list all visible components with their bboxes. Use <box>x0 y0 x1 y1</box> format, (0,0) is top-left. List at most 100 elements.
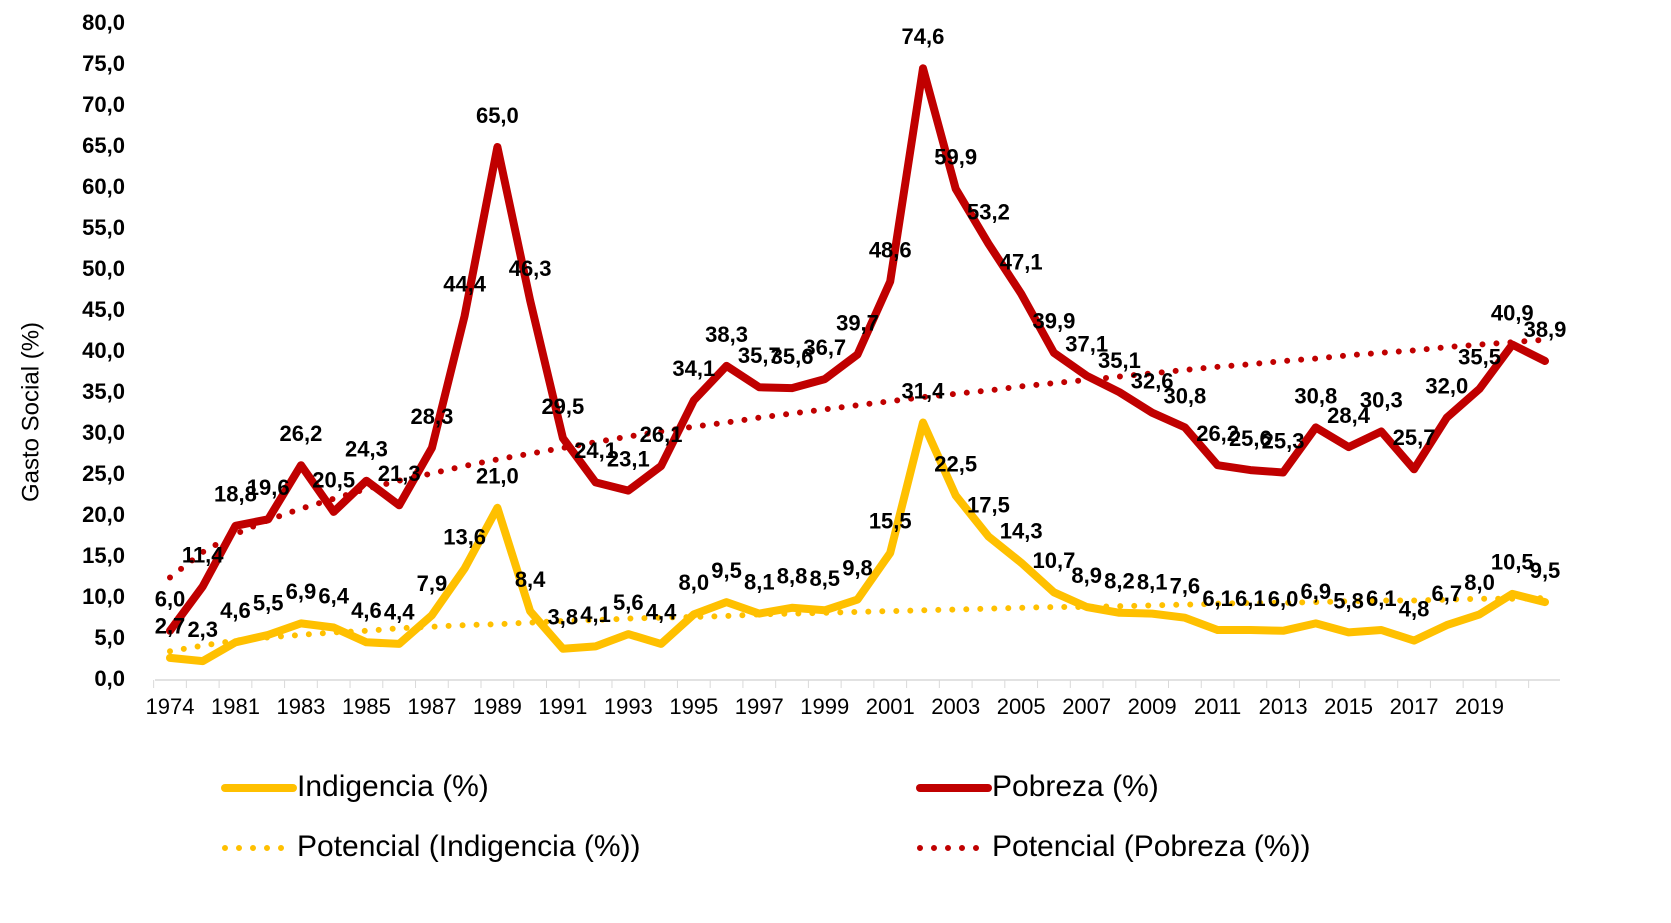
data-label: 36,7 <box>803 335 846 360</box>
y-tick-label: 35,0 <box>82 379 125 404</box>
data-label: 25,7 <box>1393 425 1436 450</box>
data-label: 8,1 <box>1137 569 1168 594</box>
y-axis-label: Gasto Social (%) <box>17 322 44 502</box>
y-tick-label: 15,0 <box>82 543 125 568</box>
y-tick-label: 25,0 <box>82 461 125 486</box>
data-label: 4,6 <box>220 598 251 623</box>
data-label: 44,4 <box>443 272 487 297</box>
data-label: 31,4 <box>902 378 946 403</box>
data-label: 4,8 <box>1399 596 1430 621</box>
series-line <box>166 64 1549 635</box>
data-label: 5,5 <box>253 591 284 616</box>
x-tick-label: 1987 <box>407 694 456 719</box>
data-label: 26,2 <box>1196 421 1239 446</box>
data-label: 3,8 <box>548 605 579 630</box>
data-label: 20,5 <box>312 468 355 493</box>
data-label: 9,5 <box>711 558 742 583</box>
legend-label: Potencial (Indigencia (%)) <box>297 830 641 863</box>
x-tick-label: 1991 <box>538 694 587 719</box>
data-label: 39,9 <box>1033 309 1076 334</box>
data-label: 14,3 <box>1000 519 1043 544</box>
y-tick-label: 50,0 <box>82 256 125 281</box>
data-label: 8,4 <box>515 567 546 592</box>
data-label: 6,0 <box>155 587 186 612</box>
data-label: 8,1 <box>744 569 775 594</box>
x-tick-label: 2011 <box>1194 694 1241 719</box>
data-label: 5,6 <box>613 590 644 615</box>
data-label: 38,3 <box>705 322 748 347</box>
data-label: 37,1 <box>1065 332 1108 357</box>
x-tick-label: 2017 <box>1390 694 1439 719</box>
data-label: 53,2 <box>967 200 1010 225</box>
x-tick-label: 2007 <box>1062 694 1111 719</box>
data-label: 8,5 <box>809 566 840 591</box>
data-label: 30,3 <box>1360 387 1403 412</box>
data-label: 35,6 <box>771 344 814 369</box>
y-tick-label: 60,0 <box>82 174 125 199</box>
legend-label: Potencial (Pobreza (%)) <box>992 830 1310 863</box>
x-tick-label: 1974 <box>146 694 195 719</box>
data-label: 74,6 <box>902 24 945 49</box>
data-label: 5,8 <box>1333 588 1364 613</box>
x-tick-label: 2013 <box>1259 694 1308 719</box>
data-label: 26,2 <box>280 421 323 446</box>
data-label: 29,5 <box>541 394 584 419</box>
x-tick-label: 2003 <box>931 694 980 719</box>
y-tick-label: 55,0 <box>82 215 125 240</box>
legend-label: Indigencia (%) <box>297 770 489 803</box>
data-label: 47,1 <box>1000 250 1043 275</box>
data-label: 4,6 <box>351 598 382 623</box>
data-label: 15,5 <box>869 509 912 534</box>
data-label: 4,1 <box>580 602 611 627</box>
x-tick-label: 2005 <box>997 694 1046 719</box>
data-label: 32,0 <box>1425 373 1468 398</box>
data-label: 35,5 <box>1458 345 1501 370</box>
data-label: 2,7 <box>155 614 186 639</box>
y-tick-label: 45,0 <box>82 297 125 322</box>
data-label: 10,7 <box>1033 548 1076 573</box>
x-tick-label: 1981 <box>211 694 260 719</box>
data-label: 24,1 <box>574 438 617 463</box>
x-tick-label: 2015 <box>1324 694 1373 719</box>
data-label: 8,9 <box>1071 563 1102 588</box>
y-tick-label: 80,0 <box>82 10 125 35</box>
x-tick-label: 1993 <box>604 694 653 719</box>
data-label: 9,5 <box>1530 558 1561 583</box>
data-label: 6,1 <box>1366 586 1397 611</box>
y-tick-label: 30,0 <box>82 420 125 445</box>
data-label: 6,7 <box>1431 581 1462 606</box>
data-label: 9,8 <box>842 555 873 580</box>
data-label: 21,0 <box>476 464 519 489</box>
data-label: 35,1 <box>1098 348 1141 373</box>
data-label: 4,4 <box>646 600 677 625</box>
data-label: 39,7 <box>836 310 879 335</box>
y-tick-label: 20,0 <box>82 502 125 527</box>
data-label: 6,4 <box>318 583 349 608</box>
data-label: 40,9 <box>1491 300 1534 325</box>
y-tick-label: 5,0 <box>94 625 125 650</box>
x-tick-label: 1995 <box>669 694 718 719</box>
y-tick-label: 75,0 <box>82 51 125 76</box>
data-label: 18,8 <box>214 482 257 507</box>
data-label: 6,9 <box>286 579 317 604</box>
data-label: 7,9 <box>417 571 448 596</box>
x-tick-label: 2019 <box>1455 694 1504 719</box>
data-label: 22,5 <box>934 451 977 476</box>
data-label: 24,3 <box>345 437 388 462</box>
trend-line <box>167 595 1548 655</box>
data-label: 21,3 <box>378 461 421 486</box>
data-label: 13,6 <box>443 524 486 549</box>
data-label: 6,1 <box>1235 586 1266 611</box>
data-label: 6,0 <box>1268 587 1299 612</box>
data-label: 28,3 <box>410 404 453 429</box>
y-tick-label: 40,0 <box>82 338 125 363</box>
data-label: 6,9 <box>1301 579 1332 604</box>
data-label: 46,3 <box>509 256 552 281</box>
data-label: 23,1 <box>607 446 650 471</box>
data-label: 7,6 <box>1170 573 1201 598</box>
trend-line <box>167 336 1548 581</box>
data-label: 17,5 <box>967 492 1010 517</box>
data-label: 4,4 <box>384 600 415 625</box>
data-label: 8,0 <box>1464 570 1495 595</box>
